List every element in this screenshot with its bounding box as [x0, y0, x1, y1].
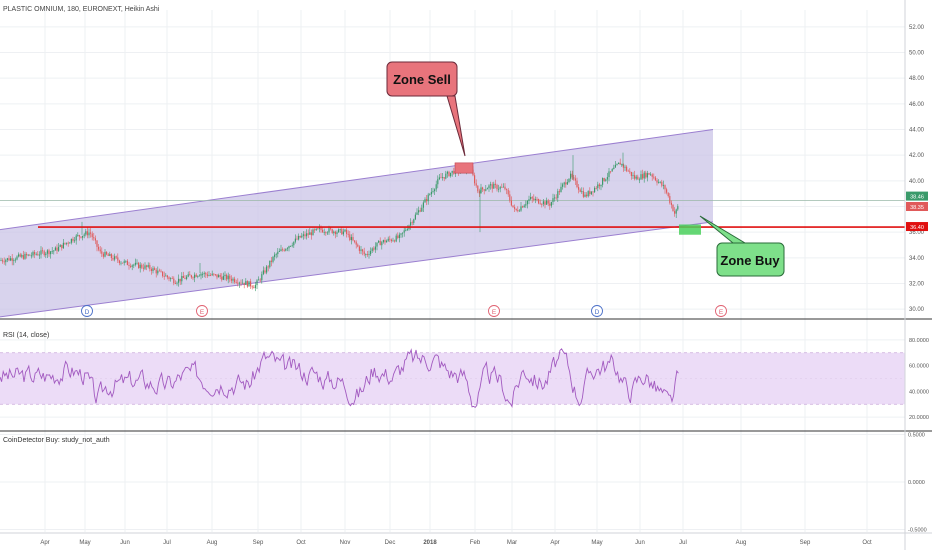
indicator-axis[interactable]: 0.5000 0.0000 -0.5000 [908, 433, 927, 534]
price-tick-label: 40.00 [909, 179, 925, 185]
time-tick-label: Nov [340, 540, 351, 546]
time-tick-label: May [591, 540, 602, 546]
channel-upper-line [0, 129, 714, 231]
indicator-pane-label: CoinDetector Buy: study_not_auth [3, 437, 110, 444]
rsi-tick-label: 60.0000 [909, 364, 929, 370]
time-tick-label: Sep [800, 540, 811, 546]
time-tick-label: Jun [635, 540, 645, 546]
price-labels: 38.46 38.35 36.40 [906, 191, 928, 232]
price-tick-label: 44.00 [909, 128, 925, 134]
zone-sell-callout[interactable]: Zone Sell [386, 61, 466, 157]
time-tick-label: 2018 [423, 540, 437, 546]
time-tick-label: Sep [253, 540, 264, 546]
time-tick-label: Oct [296, 540, 306, 546]
price-tick-label: 42.00 [909, 153, 925, 159]
time-axis[interactable]: Apr May Jun Jul Aug Sep Oct Nov Dec 2018 Feb Mar Apr… [40, 540, 872, 546]
rsi-tick-label: 20.0000 [909, 415, 929, 421]
rsi-axis[interactable]: 80.0000 60.0000 40.0000 20.0000 [909, 338, 929, 421]
price-tick-label: 32.00 [909, 282, 925, 288]
price-label-text: 38.35 [910, 205, 924, 211]
event-marker-circle [196, 305, 208, 317]
price-label-ha_close: 38.35 [906, 202, 928, 212]
price-label-bg [906, 191, 928, 201]
event-marker-circle [715, 305, 727, 317]
rsi-tick-label: 80.0000 [909, 338, 929, 344]
event-marker-label: E [719, 309, 724, 316]
event-marker-earnings[interactable]: E [715, 305, 727, 317]
time-tick-label: Aug [736, 540, 747, 546]
price-tick-label: 36.00 [909, 230, 925, 236]
candlestick-series [0, 152, 679, 292]
price-tick-label: 52.00 [909, 25, 925, 31]
event-marker-earnings[interactable]: E [196, 305, 208, 317]
price-tick-label: 48.00 [909, 76, 925, 82]
time-tick-label: Feb [470, 540, 481, 546]
event-marker-label: D [85, 309, 90, 316]
chart-title: PLASTIC OMNIUM, 180, EURONEXT, Heikin As… [3, 6, 160, 13]
event-marker-label: D [595, 309, 600, 316]
zone-buy-label: Zone Buy [720, 253, 780, 268]
event-marker-earnings[interactable]: E [488, 305, 500, 317]
time-tick-label: Aug [207, 540, 218, 546]
price-tick-label: 46.00 [909, 102, 925, 108]
time-tick-label: Jul [679, 540, 687, 546]
price-label-text: 36.40 [910, 225, 924, 231]
event-marker-circle [488, 305, 500, 317]
event-marker-circle [591, 305, 603, 317]
channel-lower-line [0, 221, 714, 318]
trend-channel [0, 129, 713, 317]
rsi-pane-label: RSI (14, close) [3, 332, 50, 339]
event-marker-dividend[interactable]: D [81, 305, 93, 317]
zone-sell-marker [454, 162, 474, 174]
zone-buy-callout[interactable]: Zone Buy [699, 215, 785, 277]
time-tick-label: Jul [163, 540, 171, 546]
event-marker-label: E [200, 309, 205, 316]
price-label-bg [906, 222, 928, 232]
zone-sell-label: Zone Sell [393, 72, 451, 87]
time-tick-label: Dec [385, 540, 396, 546]
time-tick-label: Oct [862, 540, 872, 546]
price-label-last: 38.46 [906, 191, 928, 201]
time-tick-label: Apr [550, 540, 559, 546]
price-label-level: 36.40 [906, 222, 928, 232]
zone-buy-marker [679, 224, 701, 235]
indicator-tick-label: 0.5000 [908, 433, 925, 439]
price-tick-label: 30.00 [909, 307, 925, 313]
price-label-bg [906, 202, 928, 212]
time-tick-label: Mar [507, 540, 517, 546]
price-tick-label: 50.00 [909, 51, 925, 57]
time-tick-label: May [79, 540, 90, 546]
event-marker-label: E [492, 309, 497, 316]
indicator-tick-label: -0.5000 [908, 528, 927, 534]
time-tick-label: Apr [40, 540, 49, 546]
zone-sell-box [386, 61, 458, 97]
price-tick-label: 34.00 [909, 256, 925, 262]
event-marker-dividend[interactable]: D [591, 305, 603, 317]
time-tick-label: Jun [120, 540, 130, 546]
zone-buy-box [716, 242, 785, 277]
price-label-text: 38.46 [910, 195, 924, 201]
indicator-tick-label: 0.0000 [908, 480, 925, 486]
rsi-tick-label: 40.0000 [909, 389, 929, 395]
event-marker-circle [81, 305, 93, 317]
rsi-line [0, 348, 679, 409]
